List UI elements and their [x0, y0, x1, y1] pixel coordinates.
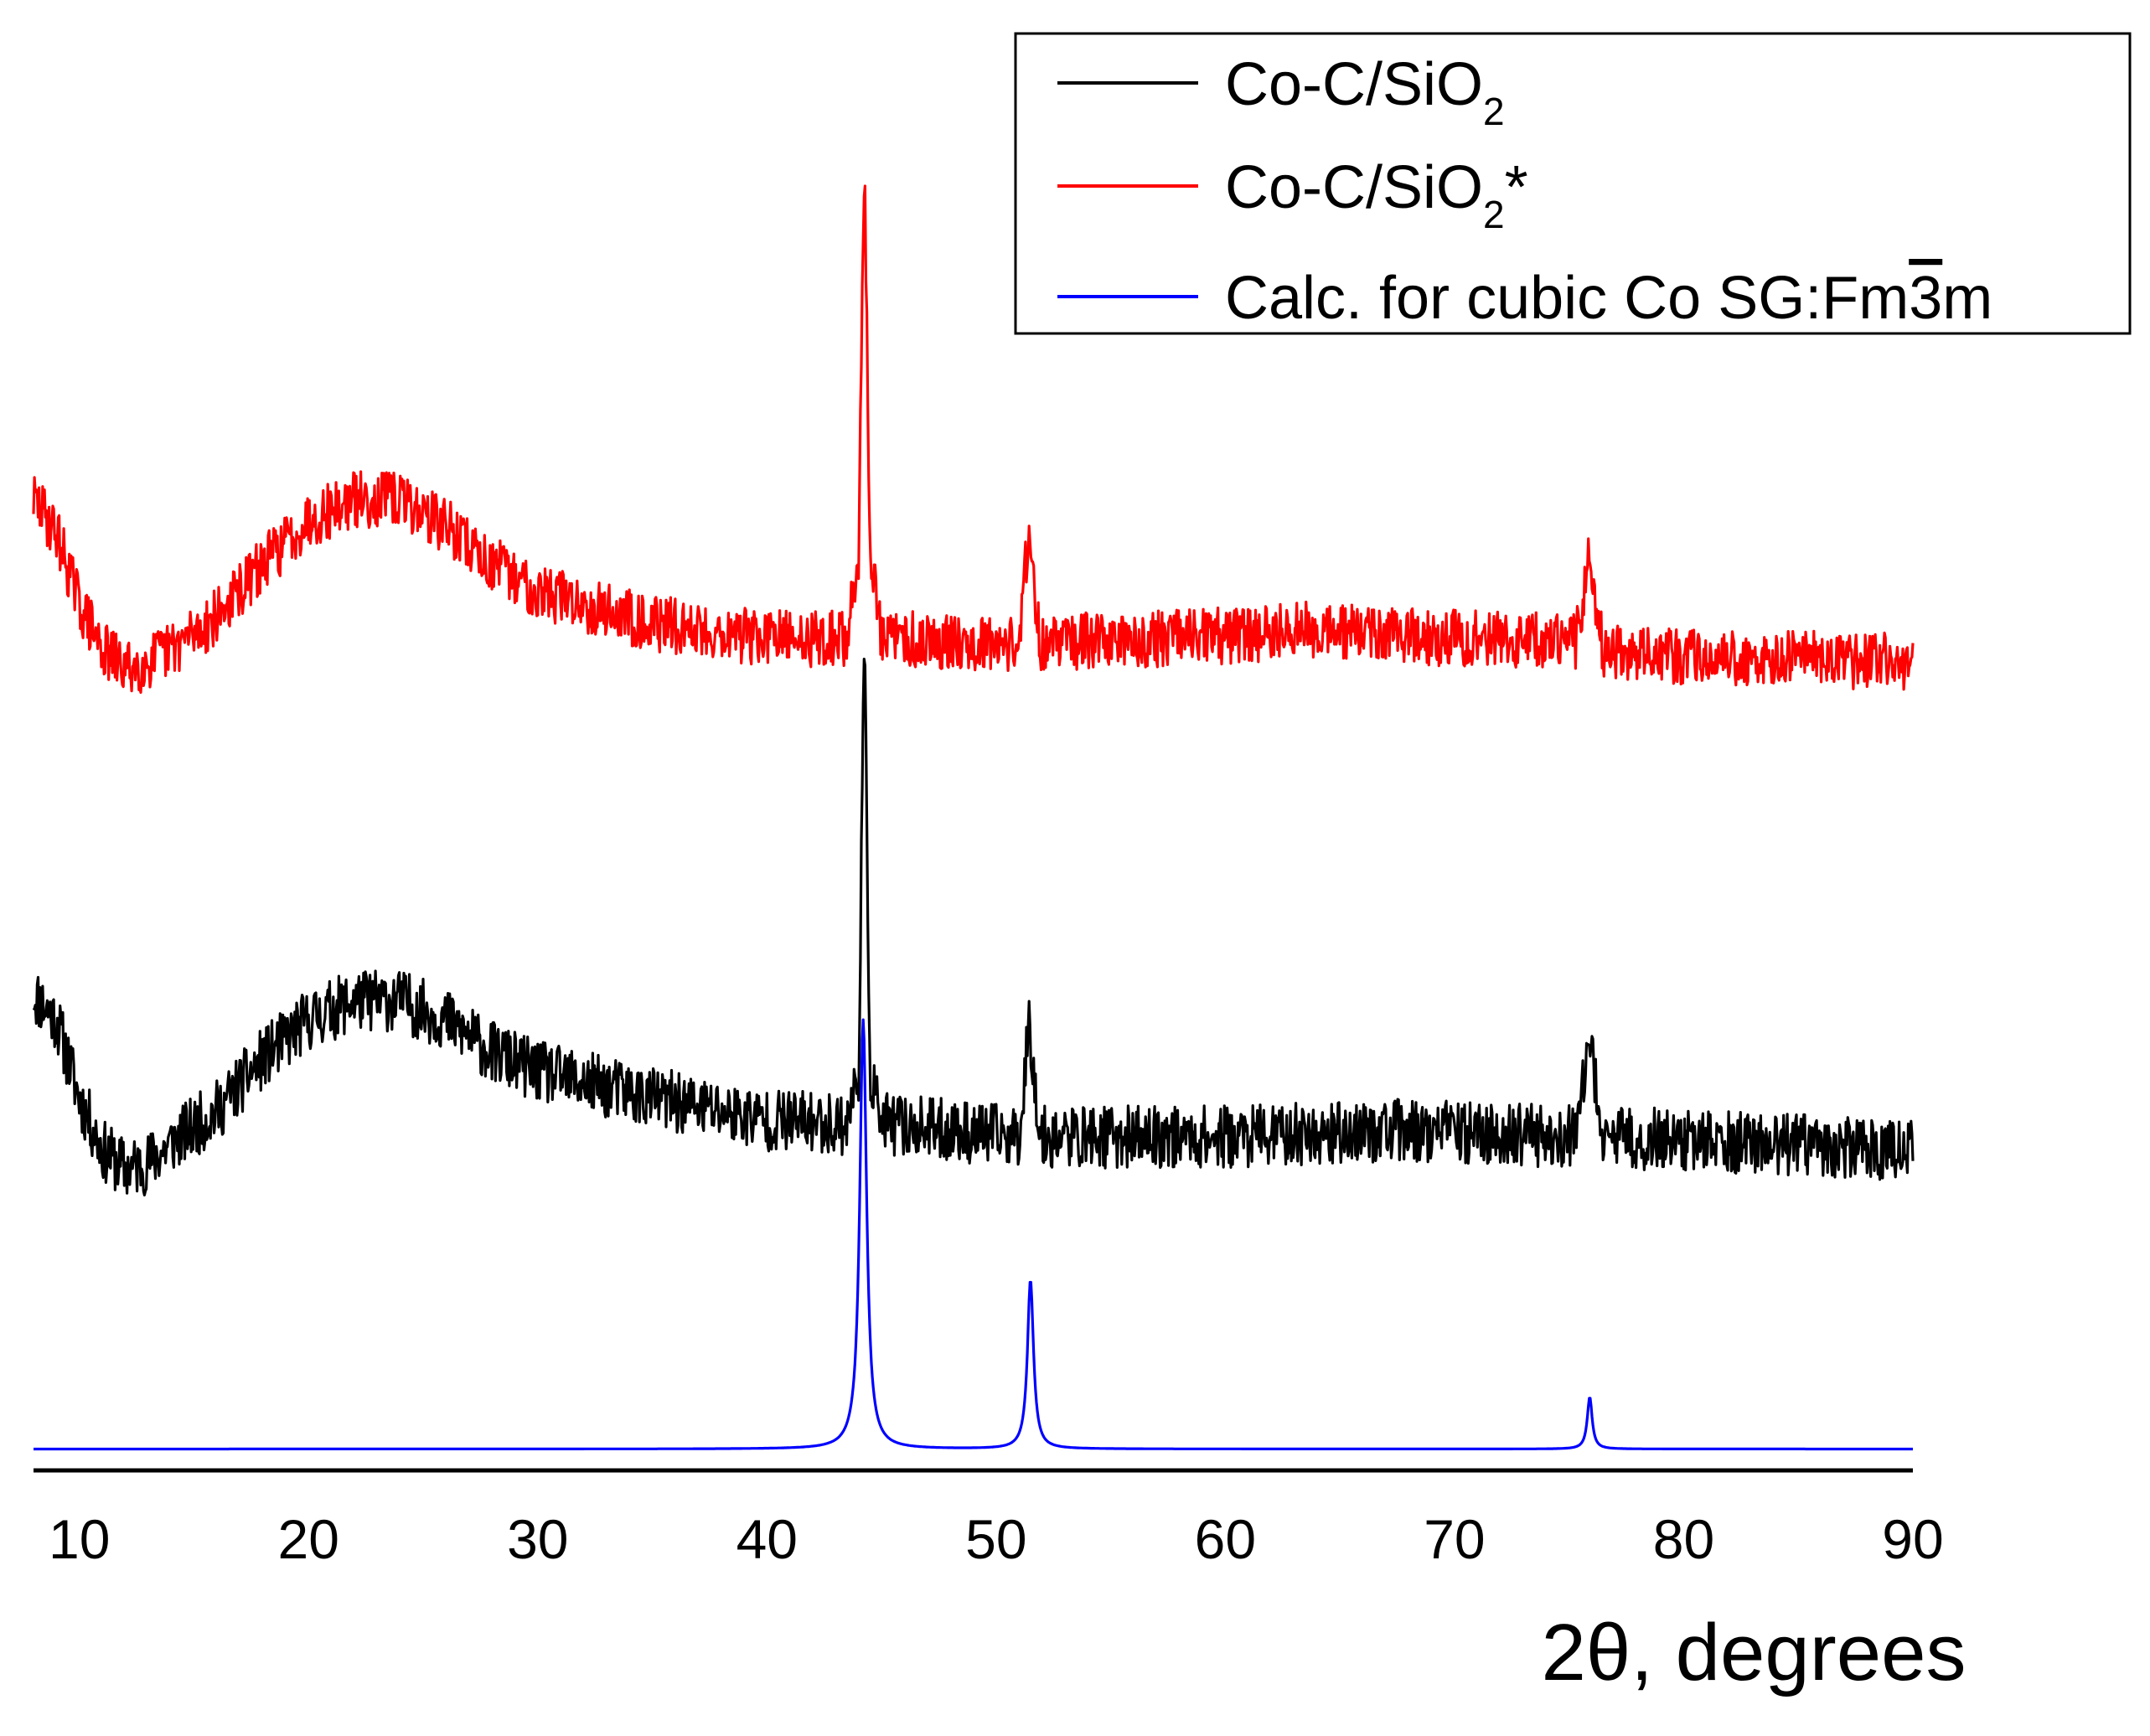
x-tick-label: 50 — [965, 1508, 1026, 1570]
legend-label-co-c-sio2: Co-C/SiO2 — [1225, 51, 1505, 133]
x-tick-label: 20 — [278, 1508, 339, 1570]
series-line-co-c-sio2-star — [32, 184, 1915, 695]
x-tick-label: 70 — [1424, 1508, 1485, 1570]
x-tick-label: 40 — [736, 1508, 798, 1570]
x-tick-label: 90 — [1882, 1508, 1943, 1570]
x-axis: 10 20 30 40 50 60 70 80 90 2θ, degrees — [34, 1468, 1967, 1697]
x-axis-title: 2θ, degrees — [1541, 1608, 1966, 1697]
x-tick-label: 80 — [1653, 1508, 1714, 1570]
x-tick-label: 10 — [49, 1508, 110, 1570]
x-tick-label: 60 — [1195, 1508, 1256, 1570]
x-ticks: 10 20 30 40 50 60 70 80 90 — [49, 1508, 1944, 1570]
series-line-calc-cubic-co — [33, 1018, 1914, 1451]
x-tick-label: 30 — [507, 1508, 568, 1570]
legend: Co-C/SiO2 Co-C/SiO2* Calc. for cubic Co SG… — [1014, 32, 2132, 335]
legend-label-calc-cubic-co: Calc. for cubic Co SG:Fm3m — [1225, 265, 1992, 332]
legend-entries: Co-C/SiO2 Co-C/SiO2* Calc. for cubic Co SG… — [1057, 51, 1992, 332]
plot-lines — [32, 184, 1915, 1451]
series-line-co-c-sio2 — [32, 658, 1915, 1196]
legend-label-co-c-sio2-star: Co-C/SiO2* — [1225, 154, 1528, 236]
legend-frame — [1014, 32, 2132, 335]
